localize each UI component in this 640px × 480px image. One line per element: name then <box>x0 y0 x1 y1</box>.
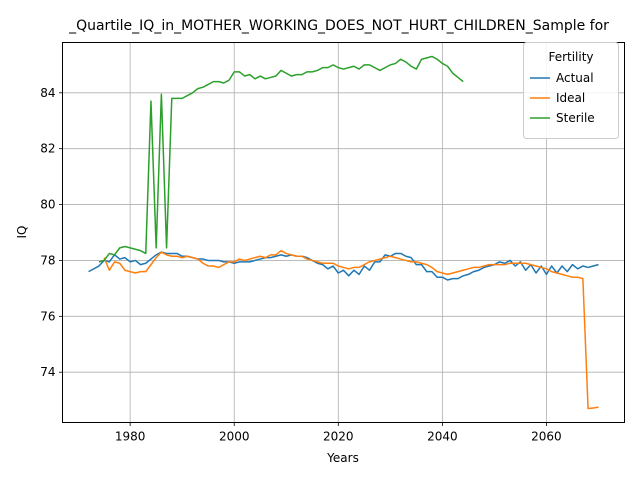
series-line-sterile <box>98 55 464 263</box>
legend-label-ideal: Ideal <box>556 91 585 105</box>
x-axis-label: Years <box>326 451 359 465</box>
y-tick-label: 76 <box>40 309 55 323</box>
x-tick-label: 2060 <box>531 430 562 444</box>
y-tick-label: 80 <box>40 198 55 212</box>
legend-label-sterile: Sterile <box>556 111 595 125</box>
x-tick-label: 1980 <box>115 430 146 444</box>
grid <box>62 42 625 423</box>
plot-area <box>88 55 599 410</box>
y-tick-label: 78 <box>40 253 55 267</box>
x-tick-label: 2040 <box>427 430 458 444</box>
legend-label-actual: Actual <box>556 71 594 85</box>
y-tick-label: 74 <box>40 365 55 379</box>
y-axis-label: IQ <box>15 226 29 239</box>
series-line-actual <box>88 251 599 281</box>
y-tick-label: 82 <box>40 142 55 156</box>
legend: Fertility Actual Ideal Sterile <box>523 42 619 139</box>
series-line-ideal <box>103 249 599 410</box>
legend-box <box>523 42 619 139</box>
x-tick-label: 2000 <box>219 430 250 444</box>
y-axis-ticks: 74 76 78 80 82 84 <box>40 86 63 379</box>
y-tick-label: 84 <box>40 86 55 100</box>
legend-title: Fertility <box>548 50 593 64</box>
x-tick-label: 2020 <box>323 430 354 444</box>
plot-frame <box>62 42 625 423</box>
chart-title: _Quartile_IQ_in_MOTHER_WORKING_DOES_NOT_… <box>68 18 609 34</box>
x-axis-ticks: 1980 2000 2020 2040 2060 <box>115 422 562 444</box>
